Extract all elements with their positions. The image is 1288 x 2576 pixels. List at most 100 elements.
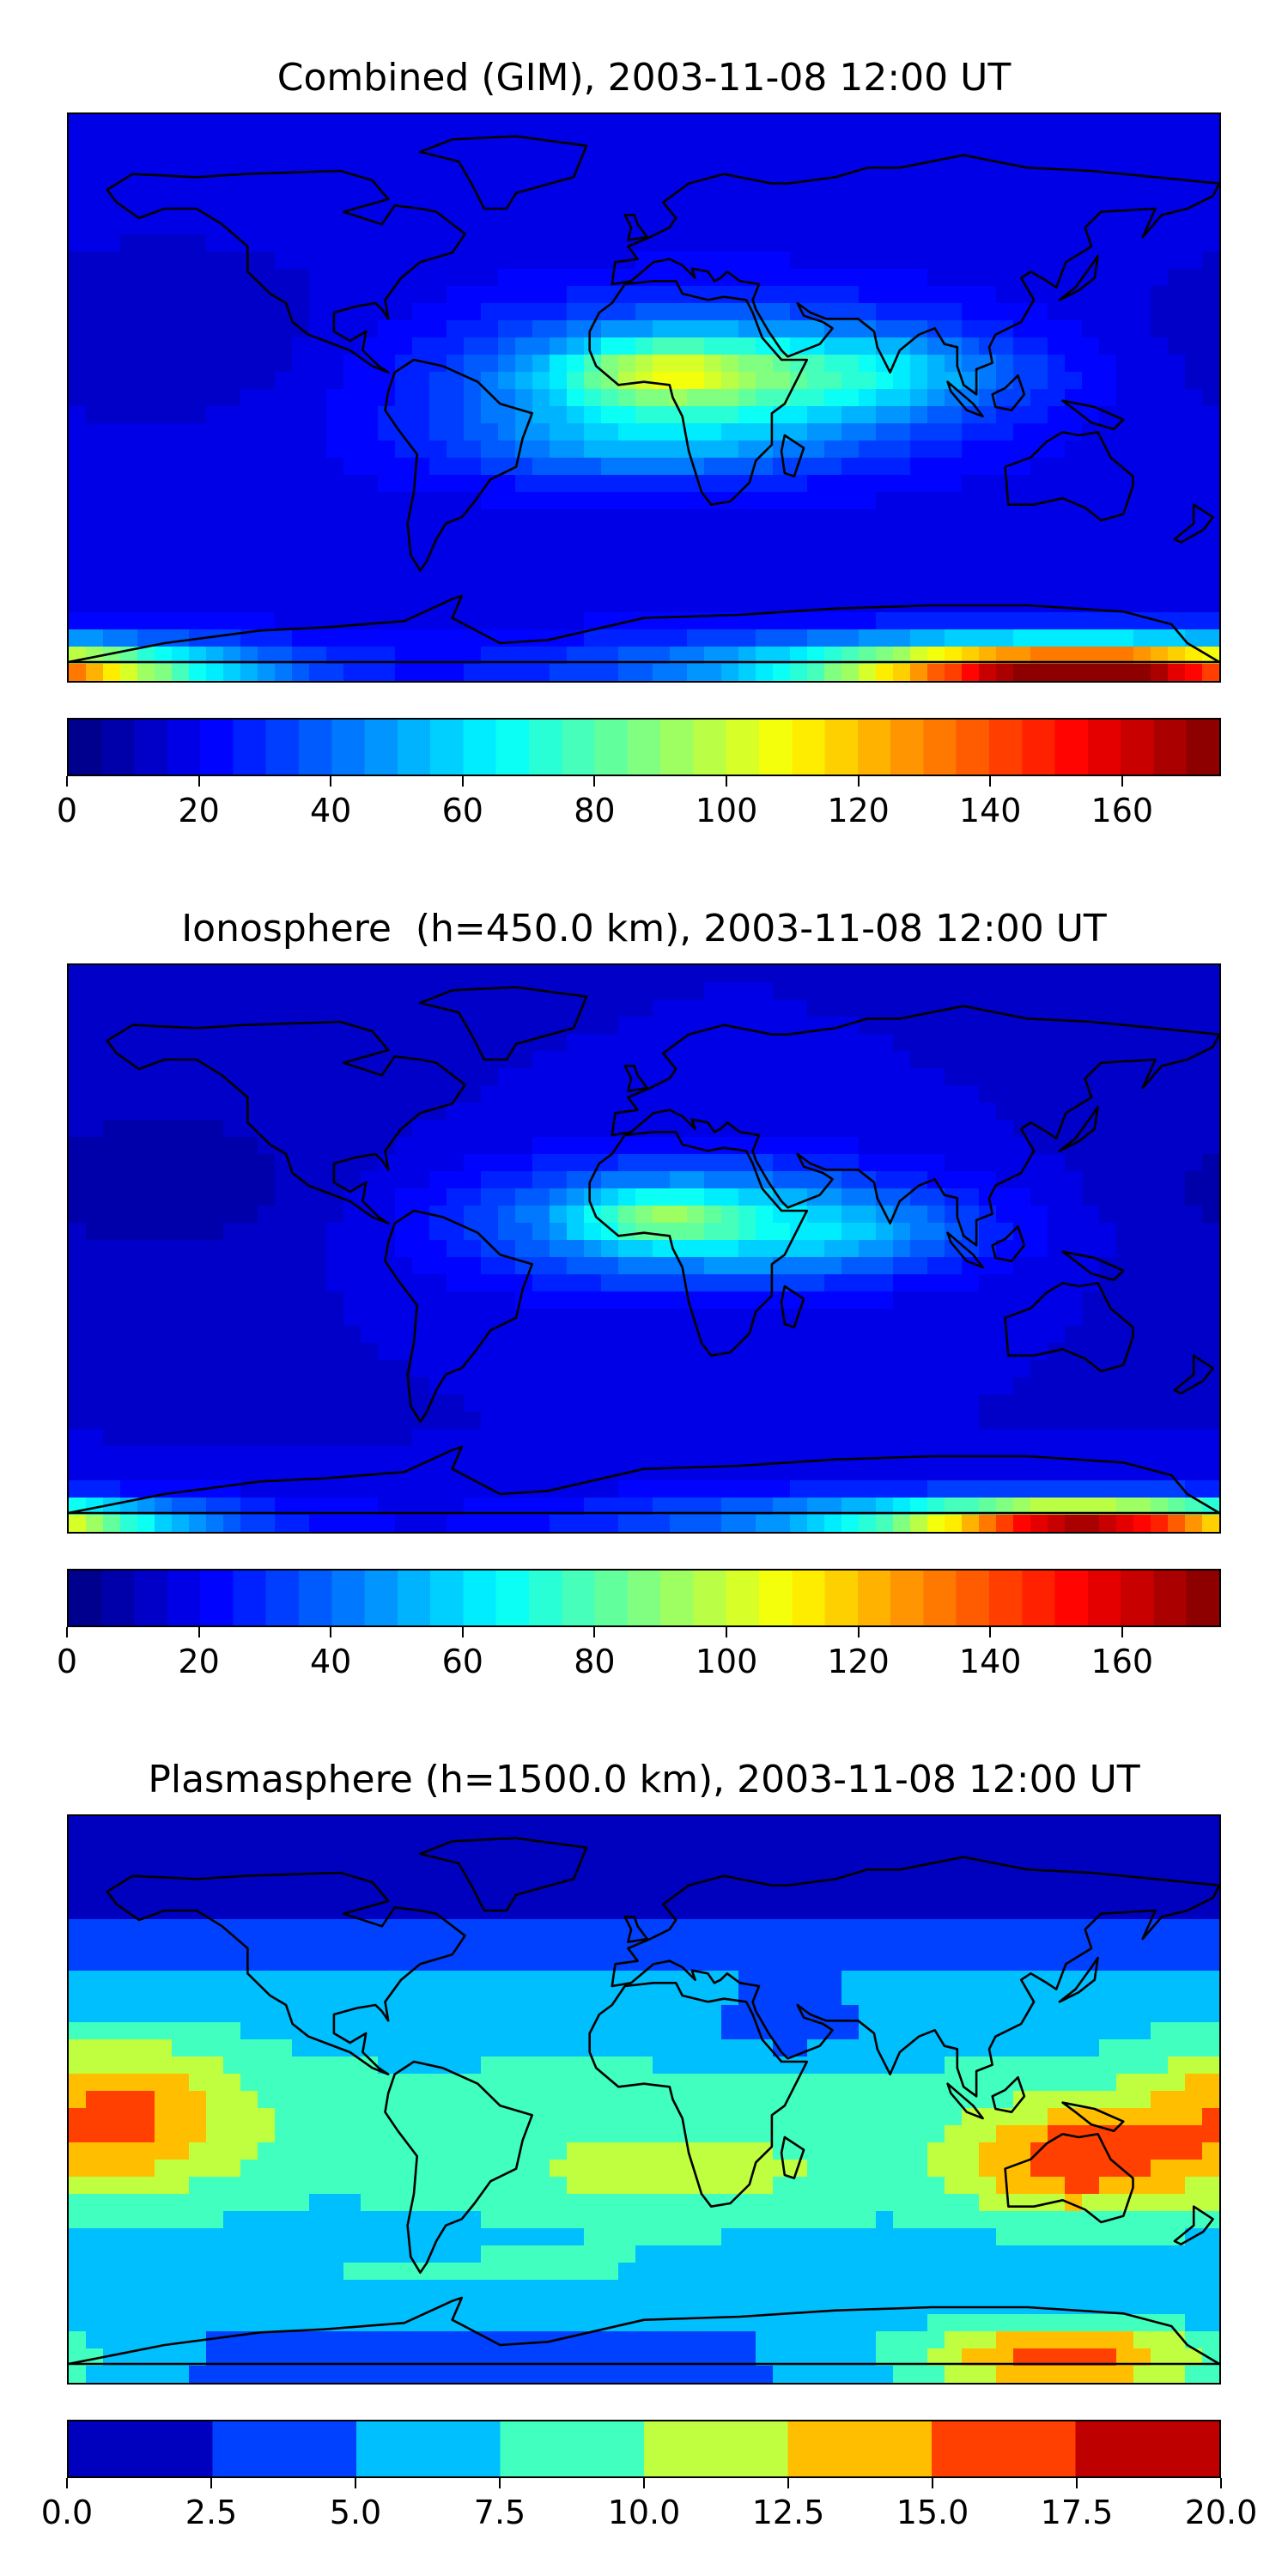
colorbar-segment: [1186, 1571, 1219, 1625]
colorbar-tick-mark: [461, 1627, 464, 1637]
colorbar-segment: [890, 1571, 925, 1625]
colorbar-tick-label: 5.0: [329, 2494, 382, 2531]
colorbar-tick-label: 100: [695, 1643, 758, 1680]
colorbar-tick-mark: [643, 2478, 645, 2488]
colorbar-tick-label: 0: [56, 1643, 78, 1680]
colorbar-segment: [759, 1571, 793, 1625]
colorbar-segment: [529, 1571, 562, 1625]
colorbar-segment: [233, 720, 267, 775]
colorbar-segment: [594, 1571, 629, 1625]
coastline-borneo: [991, 2075, 1026, 2114]
colorbar-segment: [693, 720, 727, 775]
coastline-madagascar: [780, 1285, 805, 1329]
colorbar-segment: [69, 720, 102, 775]
colorbar-segment: [627, 1571, 661, 1625]
colorbar-segment: [989, 720, 1023, 775]
colorbar-segment: [792, 720, 826, 775]
colorbar-segment: [233, 1571, 267, 1625]
colorbar-segment: [495, 1571, 530, 1625]
panel-2-map: [67, 963, 1221, 1534]
colorbar-segment: [1186, 720, 1219, 775]
colorbar-segment: [824, 720, 859, 775]
coastline-south-america: [384, 1209, 534, 1424]
colorbar-tick-label: 120: [827, 792, 890, 829]
colorbar-tick-label: 140: [958, 792, 1022, 829]
coastline-antarctica: [69, 594, 1219, 664]
colorbar-segment: [660, 720, 695, 775]
colorbar-segment: [787, 2421, 933, 2476]
colorbar-tick-label: 40: [310, 792, 352, 829]
colorbar-segment: [1121, 1571, 1155, 1625]
colorbar-segment: [331, 720, 366, 775]
coastline-new-zealand: [1173, 2205, 1214, 2246]
colorbar-tick-mark: [499, 2478, 501, 2488]
colorbar-segment: [430, 720, 465, 775]
colorbar-tick-mark: [593, 1627, 596, 1637]
colorbar-tick-label: 160: [1091, 792, 1154, 829]
coastline-new-guinea: [1061, 1250, 1125, 1282]
colorbar-segment: [200, 720, 234, 775]
coastline-new-zealand: [1173, 1354, 1214, 1395]
colorbar-tick-mark: [787, 2478, 789, 2488]
colorbar-segment: [956, 720, 990, 775]
colorbar-segment: [1087, 720, 1121, 775]
coastline-japan: [1058, 254, 1099, 301]
colorbar-segment: [101, 1571, 136, 1625]
colorbar-tick-mark: [461, 776, 464, 787]
colorbar-tick-label: 20: [178, 792, 220, 829]
colorbar-segment: [644, 2421, 789, 2476]
heatmap-cells: [69, 965, 1219, 1532]
coastline-eurasia: [611, 1856, 1219, 2098]
colorbar-segment: [430, 1571, 465, 1625]
colorbar-segment: [495, 720, 530, 775]
colorbar-tick-label: 15.0: [896, 2494, 969, 2531]
panel-2-colorbar-ticks: 0 20 40 60 80 100 120 140 160: [57, 1627, 1221, 1687]
colorbar-segment: [1054, 1571, 1089, 1625]
coastline-greenland: [419, 1837, 588, 1912]
coastline-antarctica: [69, 2296, 1219, 2366]
colorbar-segment: [397, 1571, 431, 1625]
colorbar-tick-label: 60: [441, 792, 483, 829]
coastline-eurasia: [611, 1005, 1219, 1247]
colorbar-segment: [726, 720, 760, 775]
colorbar-tick-mark: [66, 1627, 68, 1637]
colorbar-segment: [932, 2421, 1077, 2476]
colorbar-tick-mark: [989, 776, 992, 787]
panel-3-heatmap: [69, 1816, 1219, 2383]
heatmap-cells: [69, 114, 1219, 681]
panel-1-heatmap: [69, 114, 1219, 681]
colorbar-segment: [463, 720, 497, 775]
colorbar-segment: [265, 1571, 300, 1625]
coastline-australia: [1004, 1281, 1134, 1373]
panel-2-heatmap: [69, 965, 1219, 1532]
colorbar-segment: [356, 2421, 501, 2476]
colorbar-segment: [500, 2421, 645, 2476]
coastline-sumatra: [946, 1231, 984, 1269]
colorbar-tick-mark: [726, 1627, 727, 1637]
coastline-borneo: [991, 1224, 1026, 1263]
colorbar-tick-mark: [857, 776, 860, 787]
coastline-japan: [1058, 1956, 1099, 2003]
colorbar-tick-label: 0.0: [40, 2494, 94, 2531]
colorbar-segment: [69, 2421, 214, 2476]
colorbar-tick-label: 2.5: [185, 2494, 238, 2531]
colorbar-tick-mark: [857, 1627, 860, 1637]
coastline-antarctica: [69, 1445, 1219, 1515]
colorbar-segment: [69, 1571, 102, 1625]
coastline-new-zealand: [1173, 503, 1214, 544]
colorbar-tick-mark: [1076, 2478, 1078, 2488]
colorbar-segment: [200, 1571, 234, 1625]
colorbar-segment: [989, 1571, 1023, 1625]
colorbar-segment: [923, 1571, 957, 1625]
colorbar-segment: [594, 720, 629, 775]
colorbar-segment: [562, 1571, 596, 1625]
colorbar-tick-label: 20.0: [1184, 2494, 1258, 2531]
colorbar-tick-label: 60: [441, 1643, 483, 1680]
colorbar-tick-label: 140: [958, 1643, 1022, 1680]
colorbar-segment: [463, 1571, 497, 1625]
colorbar-segment: [726, 1571, 760, 1625]
panel-2-title: Ionosphere (h=450.0 km), 2003-11-08 12:0…: [181, 907, 1107, 951]
colorbar-segment: [824, 1571, 859, 1625]
panel-1-title: Combined (GIM), 2003-11-08 12:00 UT: [276, 56, 1012, 100]
panel-3-colorbar-ticks: 0.0 2.5 5.0 7.5 10.0 12.5 15.0 17.5 20.0: [41, 2478, 1257, 2538]
